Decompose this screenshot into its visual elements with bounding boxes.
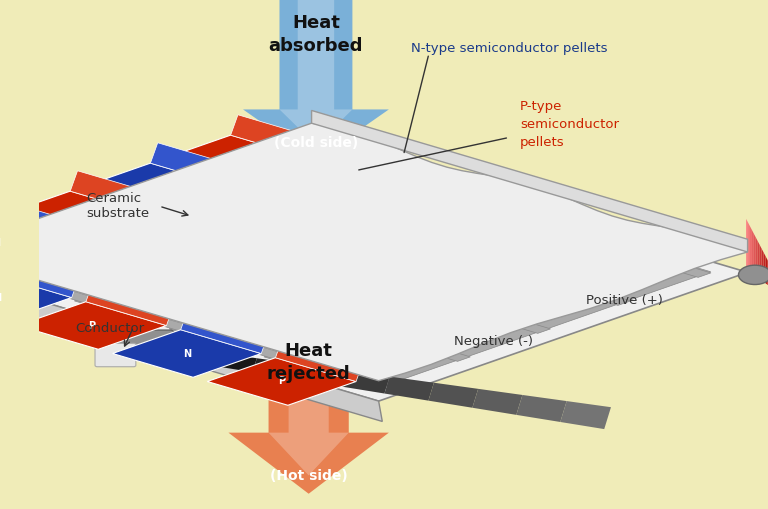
Polygon shape bbox=[169, 211, 521, 333]
Polygon shape bbox=[0, 144, 747, 401]
Polygon shape bbox=[280, 0, 353, 145]
Polygon shape bbox=[0, 253, 79, 297]
Polygon shape bbox=[230, 115, 319, 159]
Polygon shape bbox=[164, 346, 213, 365]
Polygon shape bbox=[352, 195, 485, 238]
Polygon shape bbox=[0, 155, 332, 277]
Text: Positive (+): Positive (+) bbox=[586, 294, 663, 307]
Text: N: N bbox=[183, 349, 191, 358]
Polygon shape bbox=[70, 171, 158, 215]
Polygon shape bbox=[461, 279, 594, 322]
Polygon shape bbox=[86, 281, 174, 326]
Polygon shape bbox=[59, 239, 470, 361]
Polygon shape bbox=[18, 302, 167, 349]
Text: P-type
semiconductor
pellets: P-type semiconductor pellets bbox=[520, 100, 619, 149]
Polygon shape bbox=[429, 383, 478, 408]
Polygon shape bbox=[472, 389, 522, 415]
Polygon shape bbox=[746, 219, 748, 271]
Polygon shape bbox=[220, 183, 631, 305]
Polygon shape bbox=[516, 395, 567, 422]
Polygon shape bbox=[264, 239, 616, 361]
Polygon shape bbox=[16, 251, 149, 294]
Polygon shape bbox=[96, 223, 230, 266]
Polygon shape bbox=[177, 195, 310, 238]
Polygon shape bbox=[0, 199, 78, 243]
Text: (Hot side): (Hot side) bbox=[270, 469, 348, 483]
Polygon shape bbox=[253, 358, 301, 379]
Text: P: P bbox=[88, 321, 96, 330]
Polygon shape bbox=[752, 230, 754, 275]
Polygon shape bbox=[74, 183, 426, 305]
Polygon shape bbox=[748, 222, 750, 272]
Polygon shape bbox=[754, 234, 756, 276]
Polygon shape bbox=[2, 191, 151, 239]
Polygon shape bbox=[243, 0, 389, 160]
Text: P: P bbox=[233, 154, 240, 164]
Ellipse shape bbox=[739, 265, 768, 285]
Polygon shape bbox=[269, 338, 349, 475]
Polygon shape bbox=[0, 219, 71, 267]
Text: rejected: rejected bbox=[266, 365, 350, 383]
Polygon shape bbox=[0, 272, 382, 421]
Text: N: N bbox=[153, 182, 161, 192]
Polygon shape bbox=[0, 267, 390, 389]
Text: P: P bbox=[278, 377, 285, 386]
Text: Ceramic
substrate: Ceramic substrate bbox=[86, 192, 150, 220]
Polygon shape bbox=[385, 377, 434, 401]
Polygon shape bbox=[271, 223, 404, 266]
Polygon shape bbox=[163, 135, 311, 183]
Text: Heat: Heat bbox=[292, 14, 340, 32]
Polygon shape bbox=[180, 309, 269, 353]
Polygon shape bbox=[340, 371, 389, 393]
Text: N: N bbox=[0, 293, 2, 302]
Text: absorbed: absorbed bbox=[269, 37, 363, 55]
Polygon shape bbox=[762, 249, 763, 282]
Polygon shape bbox=[0, 274, 71, 321]
Polygon shape bbox=[446, 223, 579, 266]
Polygon shape bbox=[300, 155, 711, 277]
Polygon shape bbox=[113, 330, 261, 377]
Polygon shape bbox=[0, 123, 747, 381]
Polygon shape bbox=[296, 364, 346, 386]
Polygon shape bbox=[228, 338, 389, 494]
Polygon shape bbox=[541, 251, 674, 294]
Polygon shape bbox=[756, 238, 758, 278]
Polygon shape bbox=[381, 307, 514, 350]
Text: Negative (-): Negative (-) bbox=[455, 334, 534, 348]
Polygon shape bbox=[359, 267, 710, 389]
Polygon shape bbox=[312, 110, 747, 252]
Polygon shape bbox=[276, 337, 363, 382]
Text: Conductor: Conductor bbox=[75, 322, 144, 335]
Polygon shape bbox=[286, 279, 419, 322]
Polygon shape bbox=[207, 358, 356, 405]
Polygon shape bbox=[760, 245, 762, 280]
Polygon shape bbox=[763, 252, 766, 284]
Text: N-type semiconductor pellets: N-type semiconductor pellets bbox=[411, 42, 607, 55]
Polygon shape bbox=[151, 143, 238, 187]
FancyBboxPatch shape bbox=[95, 343, 136, 366]
Text: Heat: Heat bbox=[285, 342, 333, 360]
FancyBboxPatch shape bbox=[115, 330, 174, 354]
Polygon shape bbox=[206, 307, 339, 350]
Polygon shape bbox=[257, 167, 389, 210]
Polygon shape bbox=[766, 256, 767, 285]
Polygon shape bbox=[82, 163, 231, 211]
Polygon shape bbox=[111, 279, 244, 322]
Polygon shape bbox=[300, 335, 433, 378]
Polygon shape bbox=[191, 251, 324, 294]
Polygon shape bbox=[561, 401, 611, 429]
Text: (Cold side): (Cold side) bbox=[274, 135, 358, 150]
Polygon shape bbox=[366, 251, 499, 294]
Polygon shape bbox=[758, 241, 760, 279]
Polygon shape bbox=[209, 352, 257, 372]
Polygon shape bbox=[750, 227, 752, 274]
Text: P: P bbox=[73, 210, 80, 220]
Polygon shape bbox=[140, 211, 551, 333]
